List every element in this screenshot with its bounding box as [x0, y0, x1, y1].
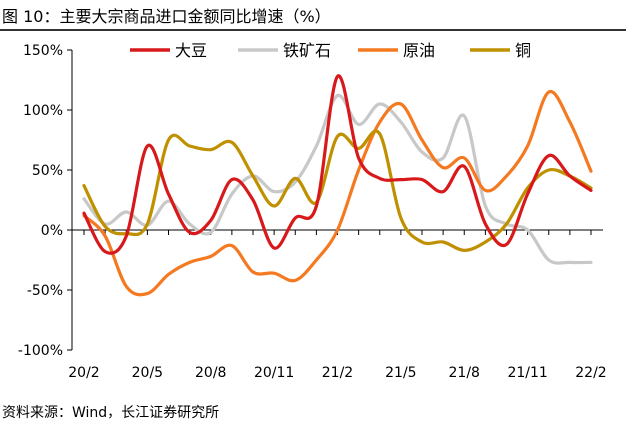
- axes-layer: -100% -50% 0% 50% 100% 150% 20/2 20/5 20/8 20/11 2…: [18, 43, 607, 381]
- x-tick-label: 20/8: [195, 365, 226, 381]
- x-tick-label: 21/8: [449, 365, 480, 381]
- x-tick-label: 21/5: [385, 365, 416, 381]
- legend-label-3: 原油: [403, 41, 435, 60]
- x-tick-label: 20/11: [254, 365, 294, 381]
- series-line-2: [82, 93, 593, 265]
- x-tick-label: 21/11: [507, 365, 547, 381]
- y-tick-label: 50%: [32, 163, 63, 179]
- y-tick-label: 0%: [41, 223, 63, 239]
- legend-label-4: 铜: [515, 41, 531, 60]
- x-tick-label: 20/5: [132, 365, 163, 381]
- x-tick-label: 22/2: [575, 365, 606, 381]
- series-line-1: [82, 74, 593, 255]
- title-divider: [0, 29, 626, 31]
- y-tick-label: 100%: [23, 103, 63, 119]
- y-tick-label: 150%: [23, 43, 63, 59]
- source-note: 资料来源：Wind，长江证券研究所: [2, 405, 220, 421]
- y-tick-label: -100%: [18, 343, 63, 359]
- chart-title: 图 10：主要大宗商品进口金额同比增速（%）: [2, 7, 331, 26]
- legend-label-2: 铁矿石: [283, 41, 331, 60]
- y-tick-label: -50%: [27, 283, 63, 299]
- legend-label-1: 大豆: [175, 41, 207, 60]
- series-line-4: [82, 129, 593, 252]
- series-layer: [82, 74, 593, 297]
- legend: 大豆 铁矿石 原油 铜: [130, 41, 531, 60]
- series-line-3: [82, 89, 593, 297]
- x-tick-label: 20/2: [68, 365, 99, 381]
- x-tick-label: 21/2: [322, 365, 353, 381]
